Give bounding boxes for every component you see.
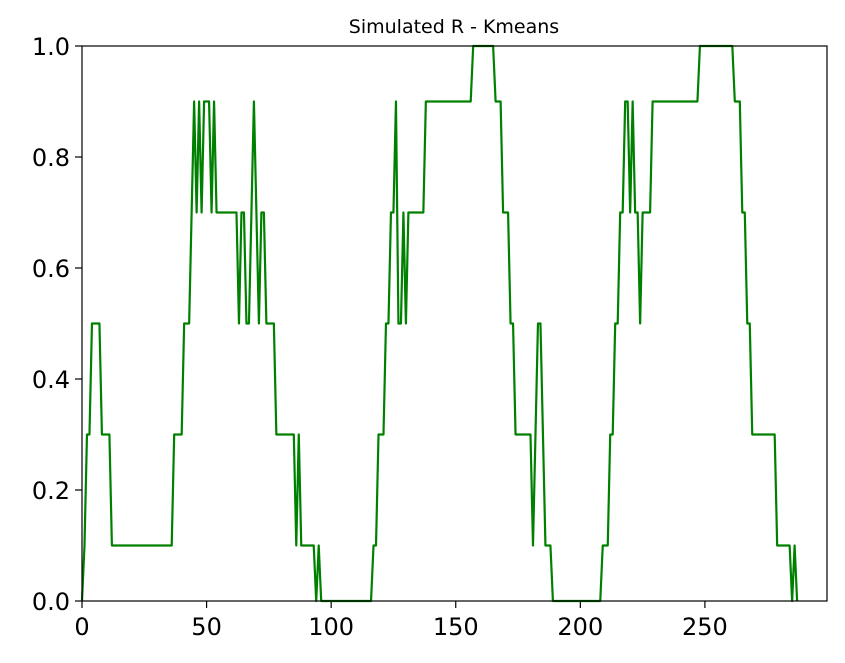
x-axis-ticks: 0 50 100 150 200 250: [74, 601, 728, 641]
y-tick-label: 0.0: [32, 588, 70, 616]
y-axis-ticks: 0.0 0.2 0.4 0.6 0.8 1.0: [32, 33, 82, 616]
chart-title: Simulated R - Kmeans: [349, 16, 559, 38]
x-tick-label: 50: [191, 613, 222, 641]
x-tick-label: 150: [433, 613, 479, 641]
series-layer: [80, 44, 799, 603]
y-tick-label: 0.6: [32, 255, 70, 283]
plot-area-frame: [81, 45, 828, 602]
x-tick-label: 200: [557, 613, 603, 641]
x-tick-label: 100: [308, 613, 354, 641]
y-tick-label: 1.0: [32, 33, 70, 61]
y-tick-label: 0.2: [32, 477, 70, 505]
y-tick-label: 0.8: [32, 144, 70, 172]
x-tick-label: 0: [74, 613, 89, 641]
y-tick-label: 0.4: [32, 366, 70, 394]
x-tick-label: 250: [682, 613, 728, 641]
series-line-0: [80, 44, 799, 603]
